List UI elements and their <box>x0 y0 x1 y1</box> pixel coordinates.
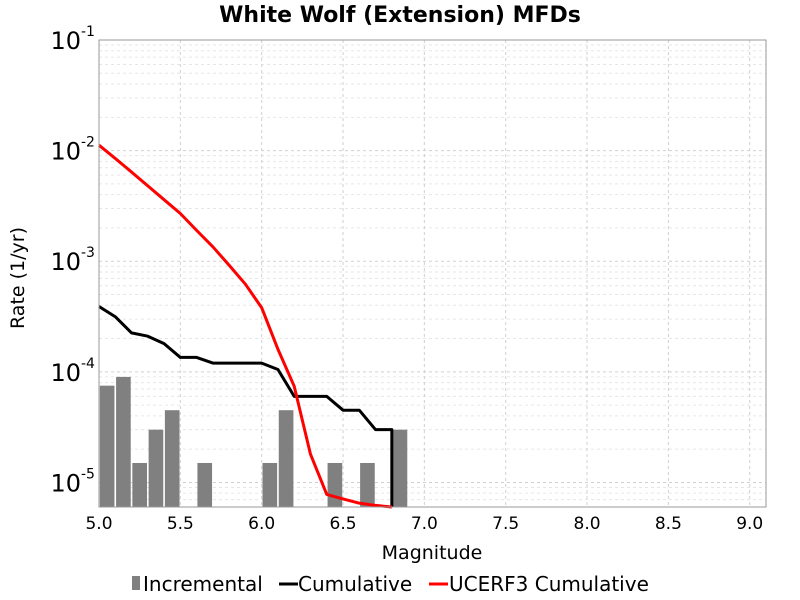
chart-title: White Wolf (Extension) MFDs <box>219 3 581 28</box>
y-tick-exponent: -2 <box>81 135 95 151</box>
y-tick-label: 10 <box>50 138 81 166</box>
y-tick-label: 10 <box>50 469 81 497</box>
x-tick-label: 7.5 <box>492 514 519 534</box>
incremental-bar <box>278 410 294 507</box>
x-tick-label: 8.5 <box>655 514 682 534</box>
incremental-bar <box>116 376 131 507</box>
legend: Incremental Cumulative UCERF3 Cumulative <box>132 572 649 596</box>
y-tick-labels: 10-110-210-310-410-5 <box>50 24 95 497</box>
series-lines <box>98 144 394 509</box>
incremental-bar <box>197 462 213 507</box>
legend-label: UCERF3 Cumulative <box>449 572 649 596</box>
x-tick-label: 9.0 <box>736 514 763 534</box>
x-tick-label: 6.0 <box>248 514 275 534</box>
cumulative-line <box>98 305 394 507</box>
y-tick-exponent: -5 <box>81 466 95 482</box>
y-axis-label: Rate (1/yr) <box>7 227 29 329</box>
y-tick-exponent: -1 <box>81 24 95 40</box>
legend-label: Cumulative <box>298 572 412 596</box>
incremental-bar <box>132 462 147 507</box>
x-tick-label: 7.0 <box>411 514 438 534</box>
incremental-bar <box>392 429 408 507</box>
x-tick-label: 6.5 <box>330 514 357 534</box>
x-tick-label: 5.0 <box>85 514 112 534</box>
y-tick-exponent: -4 <box>81 356 95 372</box>
y-tick-label: 10 <box>50 248 81 276</box>
ucerf3-cumulative-line <box>98 144 392 509</box>
x-tick-labels: 5.0 5.5 6.0 6.5 7.0 7.5 8.0 8.5 9.0 <box>85 514 763 534</box>
x-axis-label: Magnitude <box>382 542 483 564</box>
y-tick-label: 10 <box>50 359 81 387</box>
legend-swatch-incremental <box>132 576 140 590</box>
plot-frame <box>98 39 767 508</box>
x-tick-label: 8.0 <box>574 514 601 534</box>
incremental-bar <box>99 385 115 507</box>
legend-label: Incremental <box>143 572 263 596</box>
y-tick-exponent: -3 <box>81 245 95 261</box>
incremental-bar <box>360 462 375 507</box>
y-tick-label: 10 <box>50 27 81 55</box>
incremental-bars <box>99 376 408 507</box>
incremental-bar <box>164 410 180 507</box>
incremental-bar <box>262 462 278 507</box>
x-tick-label: 5.5 <box>167 514 194 534</box>
plot-background <box>99 40 766 507</box>
incremental-bar <box>148 429 164 507</box>
incremental-bar <box>327 462 343 507</box>
